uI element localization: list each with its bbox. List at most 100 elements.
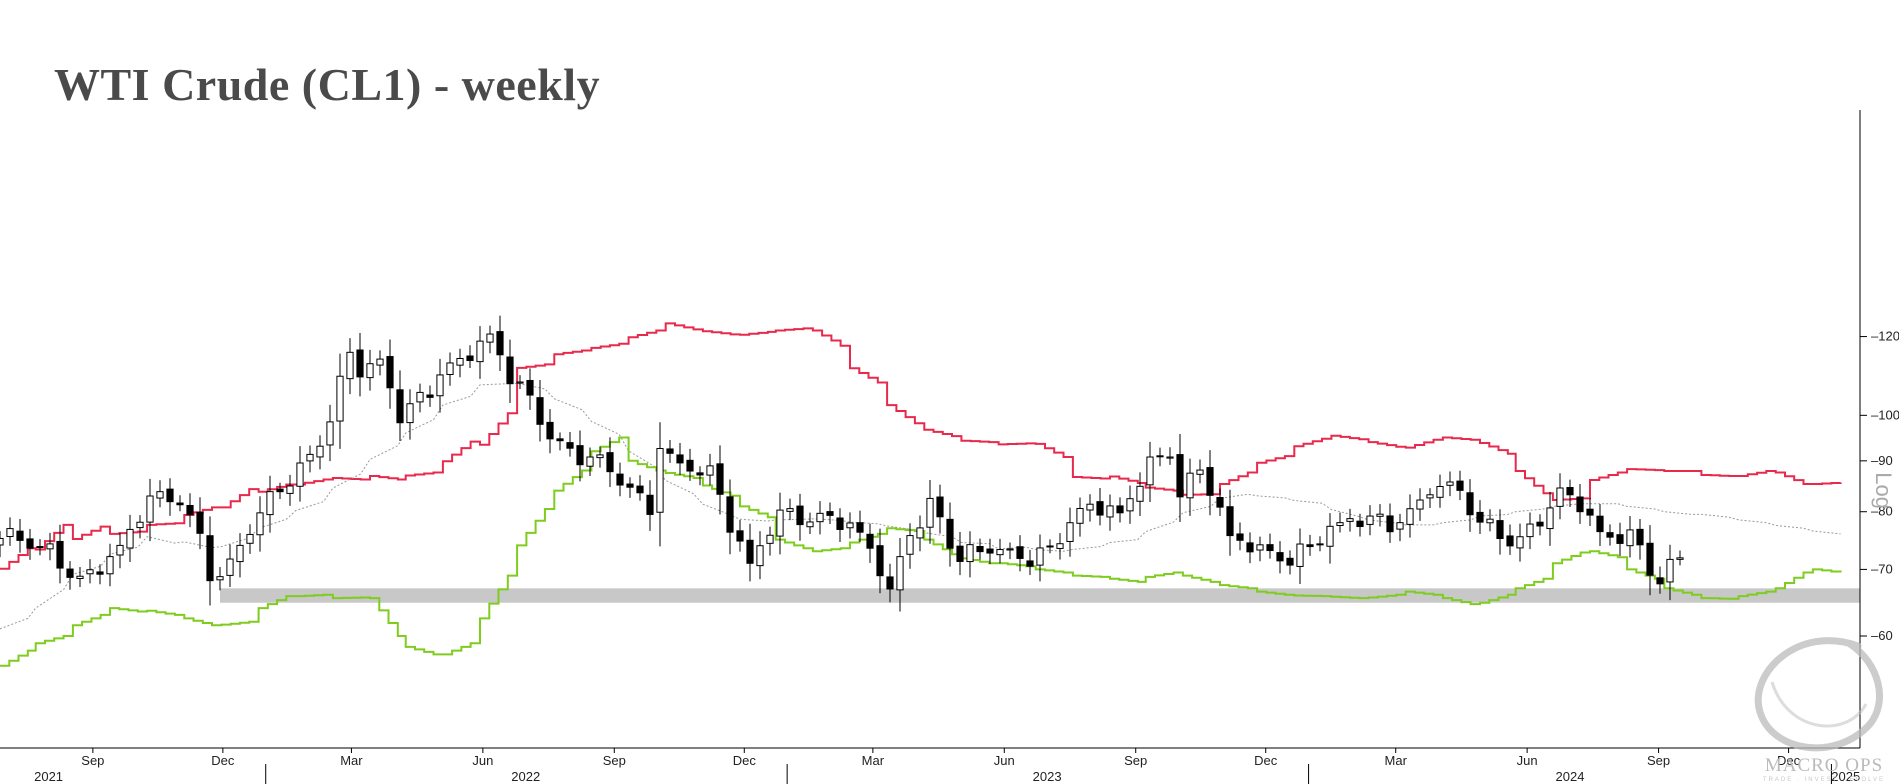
- candle-body: [336, 375, 344, 422]
- logo-text: MACRO OPS: [1765, 755, 1883, 776]
- candle-body: [866, 533, 874, 549]
- candle-body: [366, 363, 374, 379]
- candle-body: [1366, 515, 1374, 525]
- candle: [346, 338, 354, 395]
- candle-body: [1016, 546, 1024, 559]
- candle-body: [1126, 498, 1134, 512]
- y-tick-label: –100: [1871, 407, 1899, 422]
- candle: [1236, 522, 1244, 551]
- candle-body: [1506, 535, 1514, 547]
- candle: [906, 523, 914, 569]
- candle: [386, 339, 394, 409]
- candle-body: [1456, 480, 1464, 491]
- candle-body: [666, 448, 674, 454]
- x-month-label: Sep: [81, 753, 104, 768]
- axes-layer: –60 –70 –80 –90 –100 –120 Log Sep Dec Mar Jun Sep De…: [0, 110, 1899, 784]
- candle: [1056, 533, 1064, 560]
- candle-body: [1376, 513, 1384, 517]
- candle: [526, 368, 534, 410]
- candle-body: [166, 488, 174, 503]
- candle-body: [596, 454, 604, 459]
- candle-body: [726, 496, 734, 533]
- candle-body: [736, 530, 744, 542]
- candle-body: [1386, 515, 1394, 533]
- candle: [896, 537, 904, 612]
- candle: [856, 510, 864, 542]
- candle-body: [816, 512, 824, 523]
- candle: [466, 345, 474, 369]
- candle-body: [1086, 503, 1094, 511]
- candle: [66, 561, 74, 590]
- x-month-label: Mar: [862, 753, 885, 768]
- candle-body: [936, 496, 944, 518]
- candle-body: [36, 546, 44, 549]
- candle: [746, 523, 754, 582]
- candle: [1386, 503, 1394, 543]
- y-tick-label: –70: [1871, 561, 1893, 576]
- candle-body: [236, 544, 244, 563]
- candle-body: [1176, 454, 1184, 498]
- candle: [426, 385, 434, 407]
- candle: [1636, 518, 1644, 560]
- candle: [156, 480, 164, 508]
- candle-body: [976, 546, 984, 553]
- candle: [496, 315, 504, 372]
- candle: [1016, 535, 1024, 572]
- candle: [1436, 474, 1444, 508]
- candle: [806, 512, 814, 534]
- candle-body: [516, 381, 524, 384]
- candle: [1616, 522, 1624, 557]
- candle: [1516, 523, 1524, 562]
- candle: [46, 532, 54, 561]
- candle-body: [1586, 508, 1594, 516]
- candle: [1326, 513, 1334, 564]
- candle-body: [1416, 499, 1424, 510]
- candle-body: [996, 549, 1004, 556]
- y-tick-label: –80: [1871, 504, 1893, 519]
- candle-body: [1526, 523, 1534, 538]
- candle-body: [1516, 536, 1524, 549]
- candle-body: [1396, 522, 1404, 530]
- candle-body: [1616, 534, 1624, 544]
- candle-body: [1436, 486, 1444, 498]
- candle: [516, 375, 524, 389]
- candle-body: [1186, 472, 1194, 499]
- candle-body: [296, 462, 304, 487]
- candle: [916, 515, 924, 552]
- x-month-label: Mar: [340, 753, 363, 768]
- candle-body: [526, 379, 534, 396]
- candle: [446, 352, 454, 386]
- candle: [146, 478, 154, 542]
- candle-body: [0, 537, 4, 546]
- candle-body: [706, 465, 714, 476]
- candle: [946, 502, 954, 567]
- candle-body: [1466, 492, 1474, 516]
- candle: [1646, 525, 1654, 596]
- candle-body: [26, 538, 34, 549]
- candle: [656, 422, 664, 547]
- candle: [1036, 534, 1044, 582]
- candle-body: [646, 494, 654, 515]
- candle-body: [1216, 497, 1224, 508]
- candle: [686, 448, 694, 481]
- candle: [126, 514, 134, 562]
- candle-body: [766, 534, 774, 544]
- candle: [1136, 472, 1144, 517]
- candle: [0, 531, 4, 558]
- candle: [196, 497, 204, 550]
- candle: [956, 531, 964, 576]
- candle-body: [696, 472, 704, 476]
- candle-body: [1356, 520, 1364, 528]
- candle: [1536, 514, 1544, 536]
- candle: [1576, 484, 1584, 524]
- candle: [236, 533, 244, 578]
- candle: [1216, 488, 1224, 517]
- x-year-label: 2022: [511, 769, 540, 784]
- x-month-label: Dec: [733, 753, 757, 768]
- candle-body: [276, 488, 284, 493]
- candle: [1086, 494, 1094, 522]
- candle-body: [676, 454, 684, 464]
- candle: [1256, 536, 1264, 562]
- candle-body: [1326, 525, 1334, 547]
- candle: [1296, 528, 1304, 584]
